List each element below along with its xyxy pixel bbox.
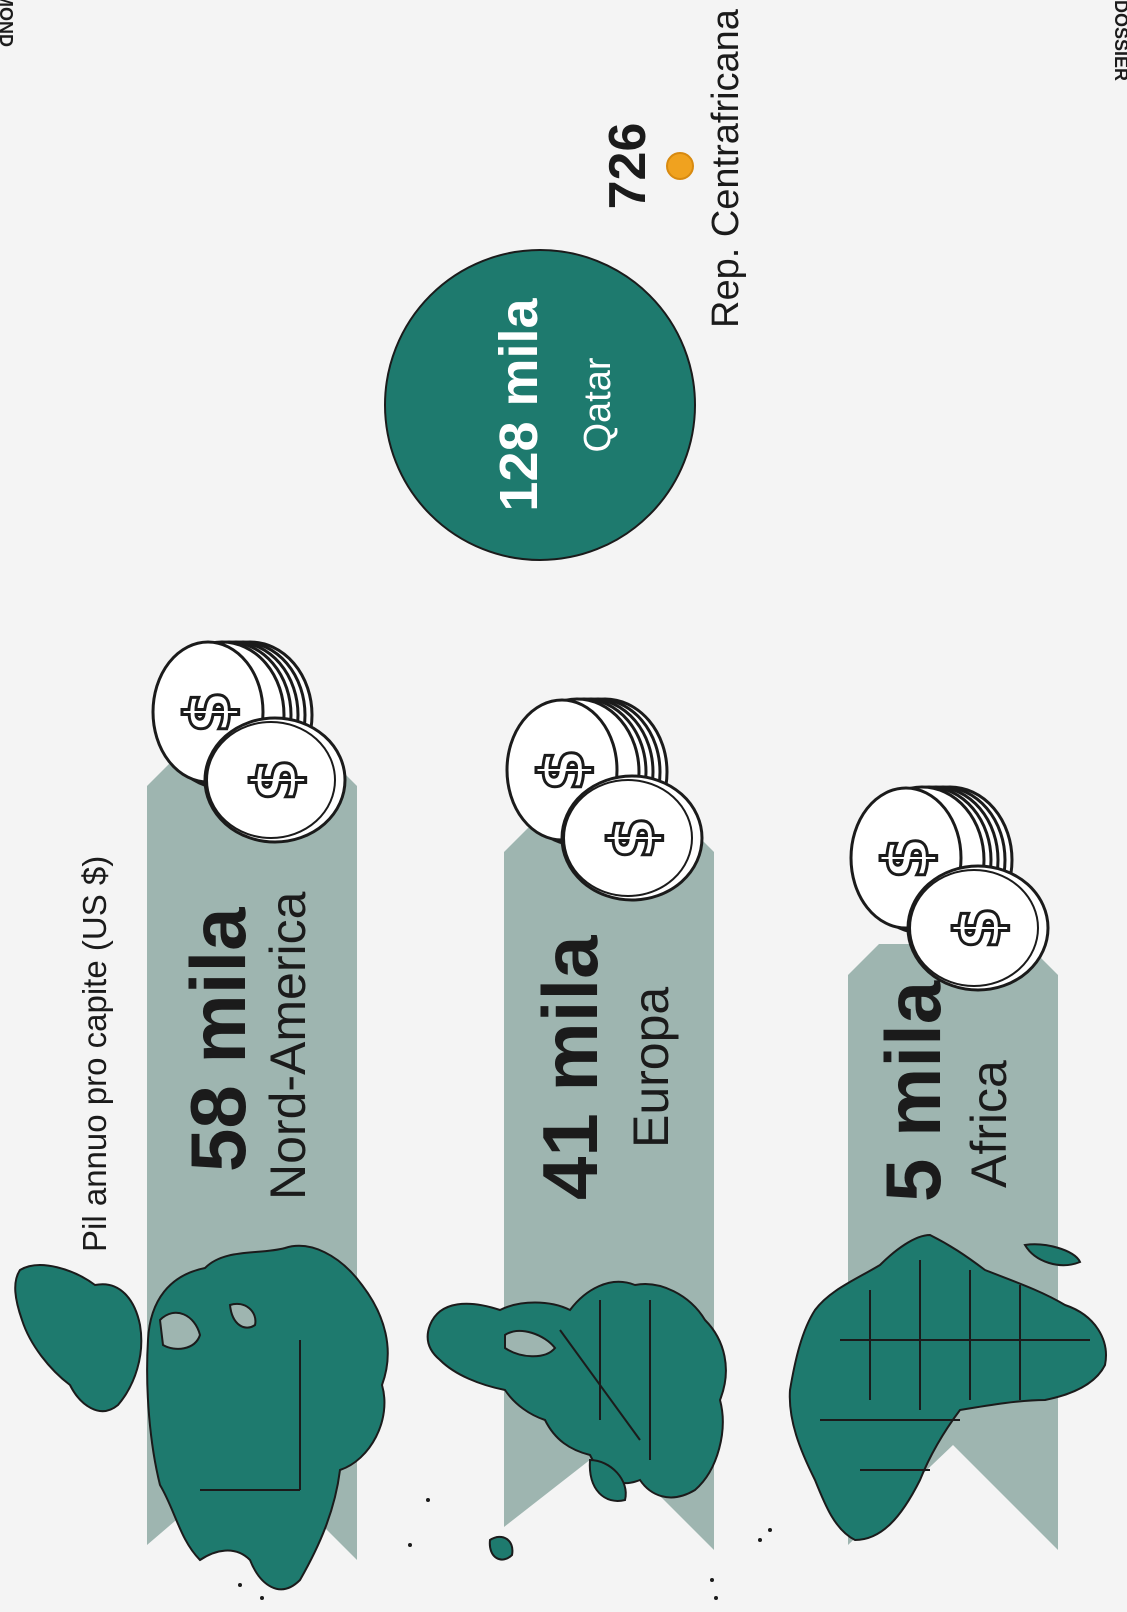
min-country-dot xyxy=(666,152,694,180)
region-name: Africa xyxy=(961,1060,1017,1188)
svg-text:$: $ xyxy=(596,816,669,859)
dollar-coin-stack-icon: $ $ xyxy=(505,697,704,902)
svg-text:$: $ xyxy=(239,758,312,801)
svg-text:$: $ xyxy=(526,748,599,791)
dollar-coin-stack-icon: $ $ xyxy=(849,785,1050,992)
region-name: Nord-America xyxy=(260,891,316,1200)
region-band-africa: $ $ 5 mila Africa xyxy=(788,785,1107,1550)
max-country-name: Qatar xyxy=(577,357,619,452)
header-fragment-left: MOND xyxy=(0,0,16,47)
region-value: 5 mila xyxy=(869,980,957,1202)
max-country-value: 128 mila xyxy=(489,297,549,511)
svg-text:$: $ xyxy=(172,690,245,733)
europe-map-icon xyxy=(426,1280,727,1561)
svg-text:$: $ xyxy=(870,836,943,879)
region-value: 41 mila xyxy=(526,935,614,1200)
region-band-north-america: $ $ 58 mila Nord-America xyxy=(14,640,389,1591)
axis-caption: Pil annuo pro capite (US $) xyxy=(76,856,113,1252)
north-america-map-icon xyxy=(14,1244,389,1591)
max-country-bubble: 128 mila Qatar xyxy=(384,249,696,561)
region-band-europe: $ $ 41 mila Europa xyxy=(426,697,727,1561)
africa-map-icon xyxy=(788,1233,1107,1542)
svg-text:$: $ xyxy=(942,906,1015,949)
min-country-value: 726 xyxy=(599,123,657,210)
dollar-coin-stack-icon: $ $ xyxy=(151,640,347,844)
region-name: Europa xyxy=(623,987,679,1148)
max-country-circle xyxy=(384,249,696,561)
min-country-marker: 726 Rep. Centrafricana xyxy=(599,8,747,328)
island-dots xyxy=(238,1498,772,1600)
region-value: 58 mila xyxy=(174,907,262,1172)
min-country-name: Rep. Centrafricana xyxy=(705,8,747,328)
header-fragment-right: DOSSIER xyxy=(1111,0,1127,81)
